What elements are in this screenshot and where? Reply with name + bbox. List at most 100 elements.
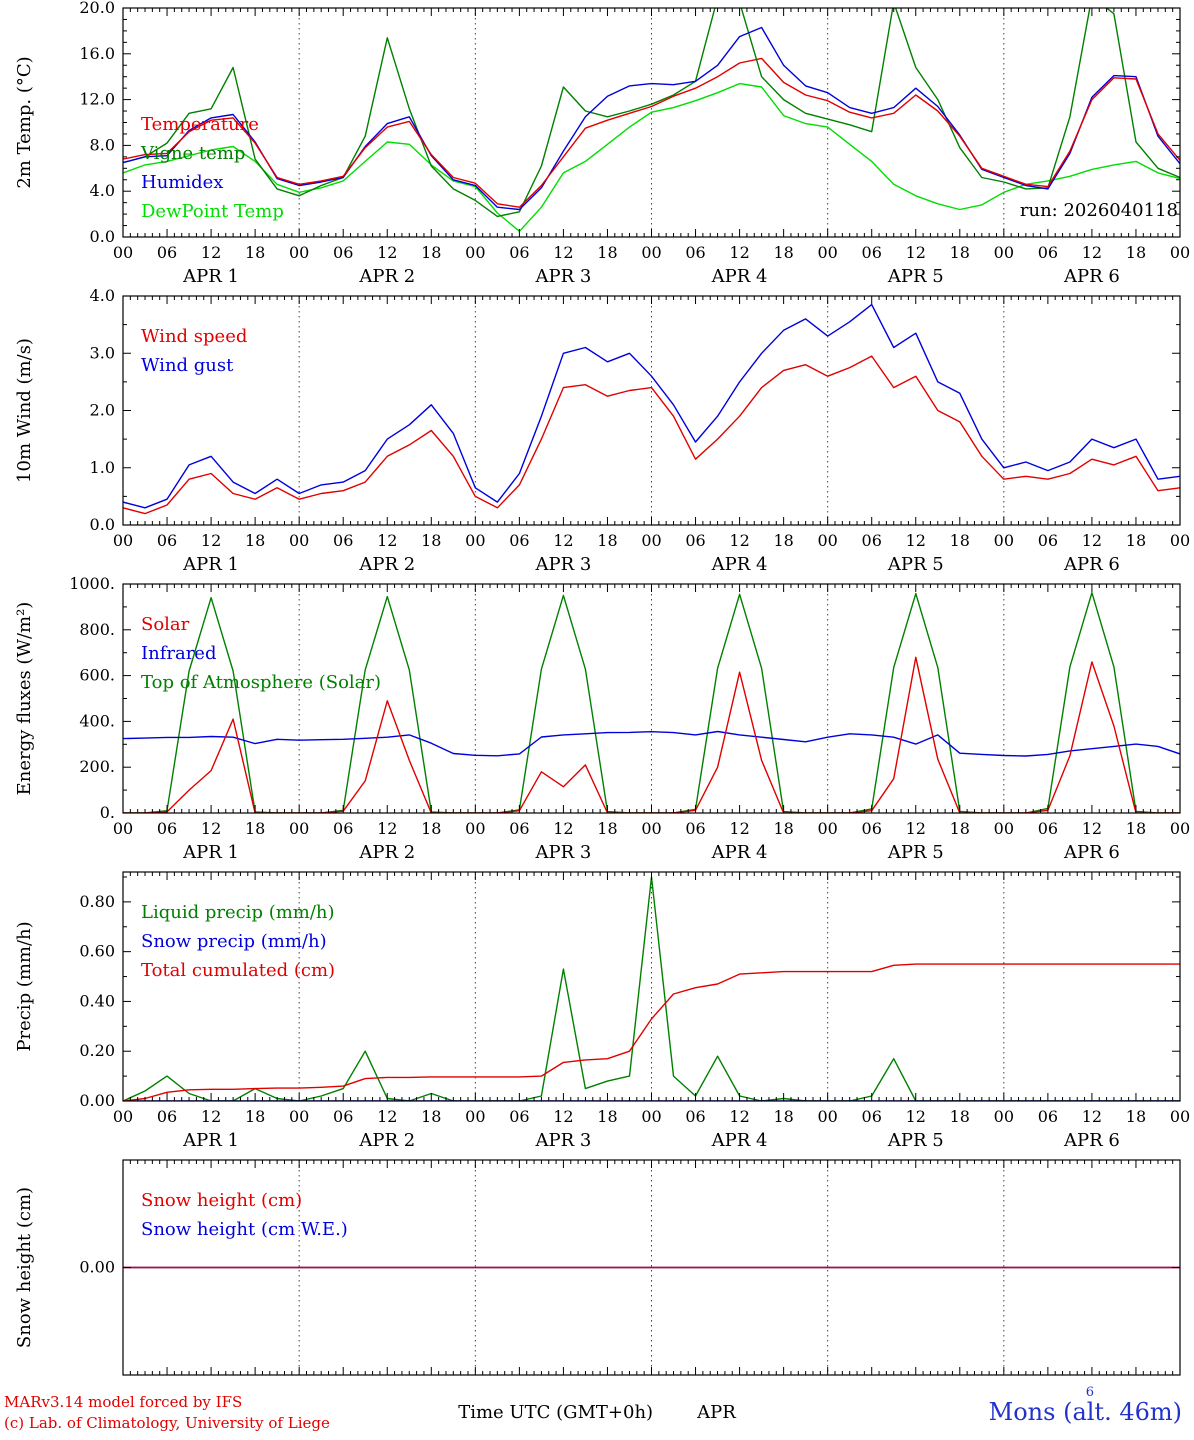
svg-text:00: 00 [641,819,661,838]
svg-text:18: 18 [421,531,441,550]
svg-text:00: 00 [465,1107,485,1126]
svg-text:APR 1: APR 1 [182,554,239,575]
svg-text:APR 2: APR 2 [358,1130,415,1151]
svg-text:APR 3: APR 3 [534,554,591,575]
svg-text:18: 18 [1126,1107,1146,1126]
svg-text:12: 12 [906,531,926,550]
svg-text:06: 06 [1038,243,1058,262]
svg-text:06: 06 [1038,531,1058,550]
svg-text:06: 06 [333,819,353,838]
svg-text:12: 12 [201,1107,221,1126]
svg-text:600.: 600. [79,666,115,685]
legend-snow-height-we: Snow height (cm W.E.) [141,1219,348,1240]
svg-text:00: 00 [994,243,1014,262]
legend-dewpoint: DewPoint Temp [141,201,284,222]
legend-solar: Solar [141,614,190,635]
svg-text:06: 06 [685,243,705,262]
svg-text:APR 6: APR 6 [1063,266,1120,287]
svg-text:00: 00 [113,531,133,550]
svg-text:00: 00 [1170,243,1190,262]
svg-text:00: 00 [113,1107,133,1126]
svg-text:0.40: 0.40 [79,991,115,1010]
svg-text:APR 3: APR 3 [534,1130,591,1151]
svg-text:20.0: 20.0 [79,0,115,17]
svg-text:0.60: 0.60 [79,942,115,961]
svg-text:18: 18 [245,531,265,550]
legend-liquid-precip: Liquid precip (mm/h) [141,902,335,923]
legend-humidex: Humidex [141,172,224,193]
svg-text:800.: 800. [79,620,115,639]
svg-text:18: 18 [773,1107,793,1126]
svg-text:200.: 200. [79,757,115,776]
svg-text:0.0: 0.0 [90,227,115,246]
snow-chart: 0.00 Snow height (cm) [14,1159,1181,1376]
energy-legend: Solar Infrared Top of Atmosphere (Solar) [141,610,381,697]
svg-text:06: 06 [157,243,177,262]
svg-text:18: 18 [597,243,617,262]
station-superscript: 6 [1085,1385,1094,1400]
legend-total-cumulated: Total cumulated (cm) [141,960,336,981]
svg-text:12: 12 [201,243,221,262]
svg-text:18: 18 [245,243,265,262]
svg-text:06: 06 [685,819,705,838]
svg-text:APR 4: APR 4 [711,554,768,575]
svg-text:0.00: 0.00 [79,1258,115,1277]
svg-text:0.: 0. [100,803,115,822]
svg-text:12: 12 [906,819,926,838]
svg-text:APR 2: APR 2 [358,554,415,575]
svg-text:16.0: 16.0 [79,44,115,63]
svg-text:APR 5: APR 5 [887,842,944,863]
temperature-legend: Temperature Vigne temp Humidex DewPoint … [141,110,284,226]
svg-text:00: 00 [1170,531,1190,550]
svg-text:06: 06 [862,243,882,262]
legend-snow-height: Snow height (cm) [141,1190,303,1211]
svg-text:APR 6: APR 6 [1063,842,1120,863]
svg-text:12: 12 [377,243,397,262]
svg-text:APR 6: APR 6 [1063,554,1120,575]
svg-text:18: 18 [773,819,793,838]
svg-text:00: 00 [641,1107,661,1126]
svg-text:8.0: 8.0 [90,135,115,154]
precip-legend: Liquid precip (mm/h) Snow precip (mm/h) … [141,898,335,985]
svg-text:18: 18 [1126,243,1146,262]
temperature-chart: 00 06 12 18 00 06 12 18 00 06 12 18 00 06 12 18 00 06 12 18… [14,0,1190,287]
model-credits: MARv3.14 model forced by IFS (c) Lab. of… [4,1392,330,1434]
svg-text:18: 18 [950,531,970,550]
svg-text:APR 4: APR 4 [711,266,768,287]
snow-panel: 0.00 Snow height (cm) Snow height (cm) Sn… [0,1152,1194,1388]
svg-text:APR 5: APR 5 [887,266,944,287]
svg-text:00: 00 [289,243,309,262]
svg-text:06: 06 [862,819,882,838]
svg-text:12: 12 [377,1107,397,1126]
svg-text:12: 12 [553,819,573,838]
svg-text:1.0: 1.0 [90,458,115,477]
legend-wind-speed: Wind speed [141,326,248,347]
svg-text:06: 06 [333,1107,353,1126]
run-label: run: 2026040118 [1019,200,1178,221]
svg-text:Precip (mm/h): Precip (mm/h) [14,921,35,1051]
svg-text:0.20: 0.20 [79,1041,115,1060]
snow-legend: Snow height (cm) Snow height (cm W.E.) [141,1186,348,1244]
svg-text:Snow height (cm): Snow height (cm) [14,1187,35,1348]
svg-text:18: 18 [597,1107,617,1126]
svg-text:0.80: 0.80 [79,892,115,911]
svg-text:12: 12 [377,819,397,838]
svg-text:00: 00 [994,1107,1014,1126]
energy-chart: 00 06 12 18 00 06 12 18 00 06 12 18 00 06 12 18 00 06 12 18… [14,576,1190,863]
station-name: Mons (alt. 46m) [988,1398,1182,1426]
svg-text:00: 00 [465,819,485,838]
svg-text:12.0: 12.0 [79,90,115,109]
svg-text:1000.: 1000. [69,576,115,593]
legend-snow-precip: Snow precip (mm/h) [141,931,327,952]
svg-text:400.: 400. [79,711,115,730]
temperature-panel: 00 06 12 18 00 06 12 18 00 06 12 18 00 06 12 18 00 06 12 18… [0,0,1194,288]
legend-wind-gust: Wind gust [141,355,234,376]
legend-toa-solar: Top of Atmosphere (Solar) [141,672,382,693]
svg-text:00: 00 [289,819,309,838]
svg-text:06: 06 [862,531,882,550]
svg-text:12: 12 [729,531,749,550]
svg-text:00: 00 [1170,1107,1190,1126]
svg-text:06: 06 [509,819,529,838]
svg-text:18: 18 [1126,819,1146,838]
